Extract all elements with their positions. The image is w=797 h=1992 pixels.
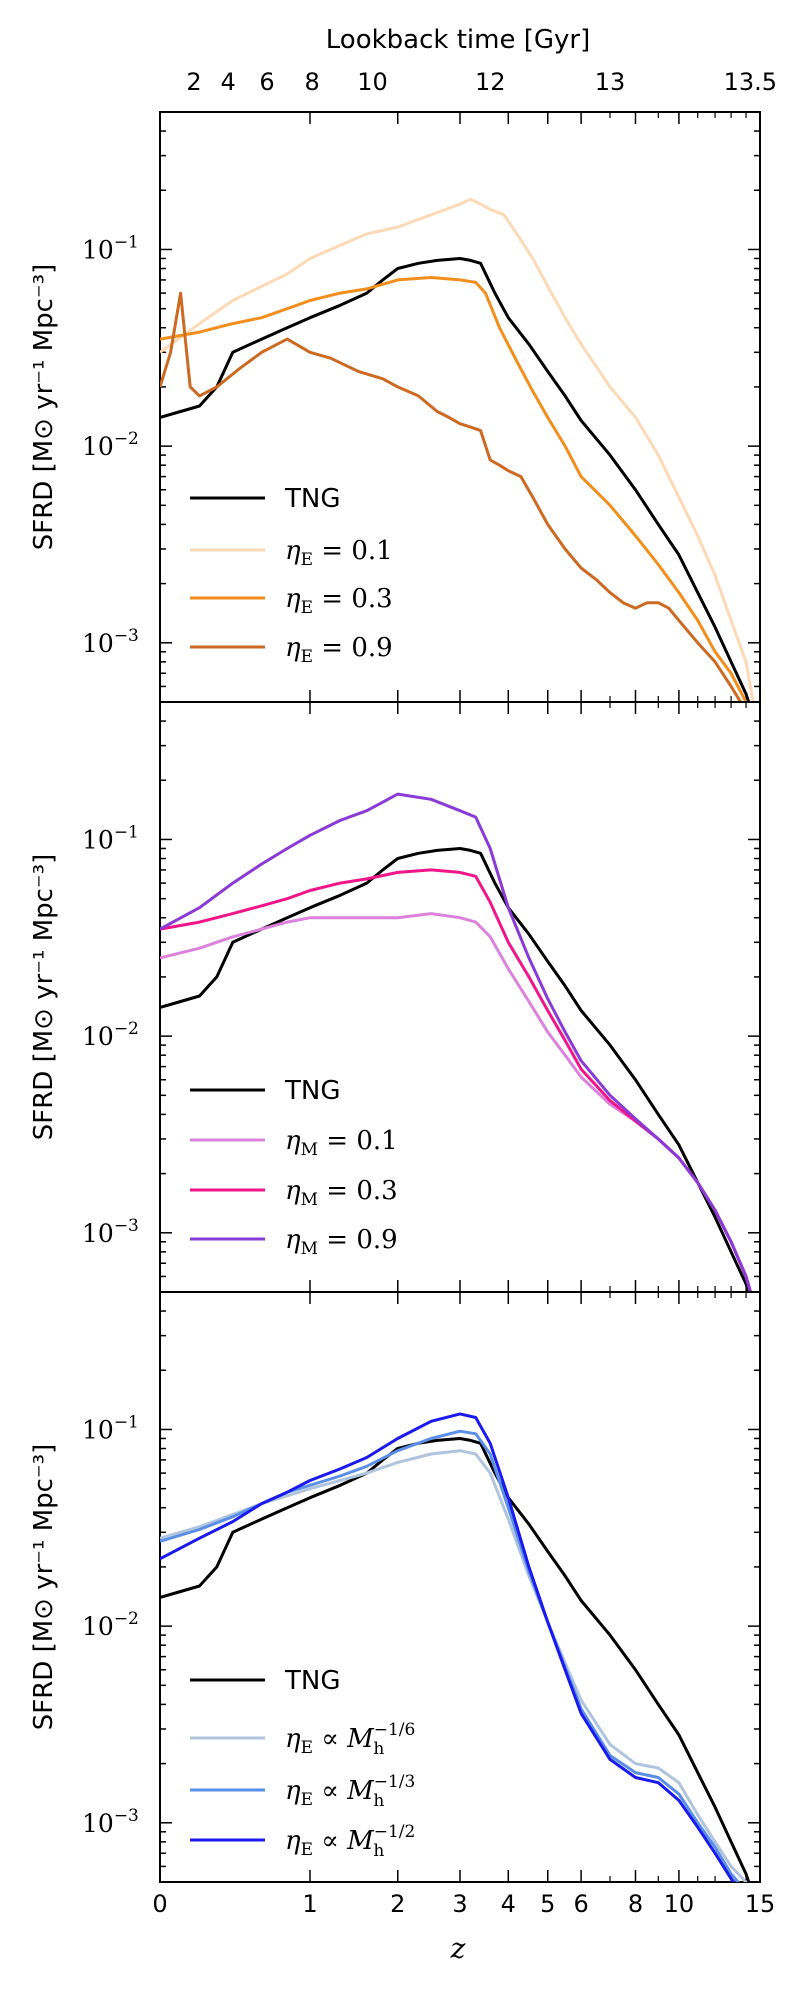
legend-label-tng: TNG: [284, 484, 340, 514]
series-line--e-0-1: [160, 197, 755, 702]
legend-label-eta-m-0-3: ηM = 0.3: [285, 1176, 398, 1210]
top-tick-label: 8: [305, 68, 320, 96]
x-tick-label: 6: [573, 1890, 588, 1918]
series-line--e-mh-1-2: [160, 1412, 736, 1882]
y-tick-label: 10−1: [82, 232, 139, 264]
legend-label-mh-1-2: ηE ∝ M−1/2 h: [285, 1822, 415, 1861]
series-line-tng: [160, 257, 751, 702]
legend-label-eta-e-0-3: ηE = 0.3: [285, 584, 393, 618]
series-line--e-0-9: [160, 291, 743, 702]
y-tick-label: 10−2: [82, 1609, 139, 1641]
panel-2: 10−1 10−2 10−3 SFRD [M⊙ yr⁻¹ Mpc⁻³]: [29, 701, 761, 1293]
panel-1: 10−1 10−2 10−3 SFRD [M⊙ yr⁻¹ Mpc⁻³]: [29, 111, 761, 703]
top-tick-label: 13: [595, 68, 626, 96]
panel-3-series: [160, 1412, 751, 1882]
x-tick-label: 0: [152, 1890, 167, 1918]
top-axis-title: Lookback time [Gyr]: [326, 25, 590, 55]
y-tick-label: 10−3: [82, 626, 139, 658]
legend-label-mh-1-3: ηE ∝ M−1/3 h: [285, 1772, 415, 1811]
x-tick-label: 2: [390, 1890, 405, 1918]
y-tick-label: 10−1: [82, 822, 139, 854]
series-line--e-0-3: [160, 276, 748, 702]
series-line--m-0-1: [160, 912, 753, 1292]
legend-label-tng-3: TNG: [284, 1666, 340, 1696]
x-tick-label: 5: [540, 1890, 555, 1918]
top-tick-label: 6: [259, 68, 274, 96]
legend-panel-3: TNG ηE ∝ M−1/6 h ηE ∝ M−1/3 h ηE ∝ M−1/2 h: [190, 1666, 415, 1861]
x-tick-label: 3: [452, 1890, 467, 1918]
top-tick-label: 4: [220, 68, 235, 96]
legend-label-eta-m-0-9: ηM = 0.9: [285, 1225, 398, 1259]
y-axis-title: SFRD [M⊙ yr⁻¹ Mpc⁻³]: [29, 264, 59, 550]
y-axis-title: SFRD [M⊙ yr⁻¹ Mpc⁻³]: [29, 1444, 59, 1730]
legend-label-tng-2: TNG: [284, 1076, 340, 1106]
series-line--e-mh-1-6: [160, 1449, 748, 1882]
y-tick-label: 10−2: [82, 1019, 139, 1051]
x-tick-label: 1: [302, 1890, 317, 1918]
top-tick-label: 13.5: [724, 68, 777, 96]
x-tick-label: 8: [628, 1890, 643, 1918]
top-tick-label: 10: [357, 68, 388, 96]
panel-1-frame: [159, 111, 761, 703]
panel-2-series: [160, 792, 753, 1292]
x-tick-label: 15: [745, 1890, 776, 1918]
x-tick-label: 4: [501, 1890, 516, 1918]
panel-3: 10−1 10−2 10−3 SFRD [M⊙ yr⁻¹ Mpc⁻³]: [29, 1291, 761, 1883]
legend-label-eta-e-0-9: ηE = 0.9: [285, 633, 393, 667]
x-tick-label: 10: [664, 1890, 695, 1918]
y-tick-label: 10−3: [82, 1216, 139, 1248]
y-tick-label: 10−2: [82, 429, 139, 461]
series-line--m-0-9: [160, 792, 753, 1292]
y-tick-label: 10−3: [82, 1806, 139, 1838]
legend-panel-2: TNG ηM = 0.1 ηM = 0.3 ηM = 0.9: [190, 1076, 398, 1259]
legend-label-mh-1-6: ηE ∝ M−1/6 h: [285, 1720, 415, 1759]
legend-label-eta-e-0-1: ηE = 0.1: [285, 536, 393, 570]
panel-2-frame: [159, 701, 761, 1293]
legend-panel-1: TNG ηE = 0.1 ηE = 0.3 ηE = 0.9: [190, 484, 393, 667]
series-line-tng: [160, 1437, 751, 1882]
top-axis-ticks: 2 4 6 8 10 12 13 13.5: [186, 68, 777, 96]
y-axis-title: SFRD [M⊙ yr⁻¹ Mpc⁻³]: [29, 854, 59, 1140]
legend-label-eta-m-0-1: ηM = 0.1: [285, 1126, 398, 1160]
top-tick-label: 12: [475, 68, 506, 96]
top-tick-label: 2: [186, 68, 201, 96]
series-line--e-mh-1-3: [160, 1429, 741, 1882]
panels: 10−1 10−2 10−3 SFRD [M⊙ yr⁻¹ Mpc⁻³] 10−1 10−2…: [29, 111, 776, 1918]
x-axis-title: z: [450, 1932, 466, 1965]
panel-1-series: [160, 197, 755, 702]
y-tick-label: 10−1: [82, 1412, 139, 1444]
